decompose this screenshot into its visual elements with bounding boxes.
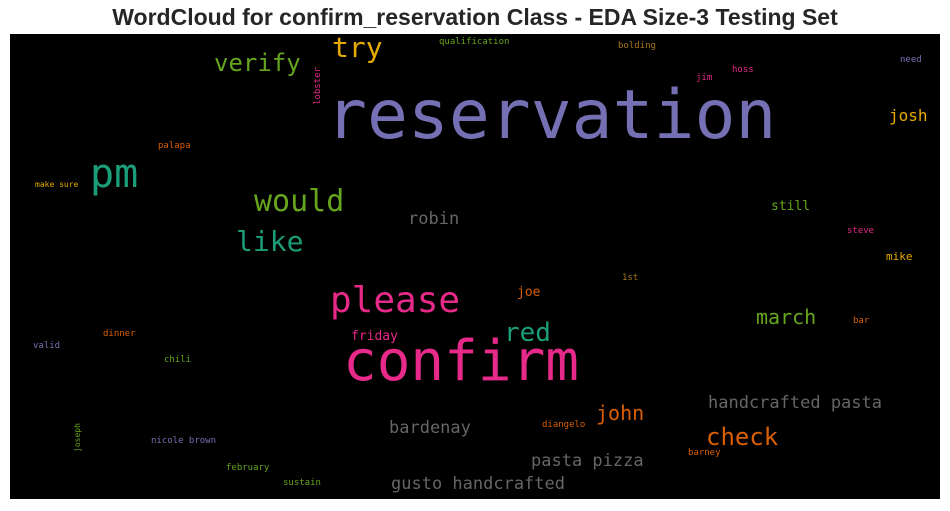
word-mike: mike — [886, 250, 913, 263]
word-bar: bar — [853, 316, 870, 326]
wordcloud-canvas: reservation confirm please pm would like try ve… — [10, 34, 940, 499]
word-friday: friday — [351, 329, 398, 344]
word-valid: valid — [33, 341, 61, 351]
word-make-sure: make sure — [35, 180, 79, 189]
word-robin: robin — [408, 209, 460, 229]
word-lobster: lobster — [313, 67, 323, 105]
word-need: need — [900, 55, 922, 65]
word-red: red — [504, 318, 551, 348]
word-joe: joe — [517, 285, 541, 300]
word-nicole-brown: nicole brown — [151, 436, 217, 446]
word-john: john — [596, 401, 645, 425]
word-dinner: dinner — [103, 329, 136, 339]
word-check: check — [706, 423, 779, 451]
word-diangelo: diangelo — [542, 420, 586, 430]
word-bardenay: bardenay — [389, 418, 471, 438]
word-jim: jim — [696, 73, 713, 83]
word-sustain: sustain — [283, 478, 321, 488]
word-like: like — [236, 225, 304, 258]
word-gusto-handcrafted: gusto handcrafted — [391, 474, 565, 494]
word-march: march — [756, 305, 817, 329]
word-palapa: palapa — [158, 141, 191, 151]
word-barney: barney — [688, 448, 721, 458]
word-pm: pm — [90, 151, 139, 197]
word-hoss: hoss — [732, 65, 754, 75]
word-verify: verify — [214, 49, 301, 77]
word-still: still — [771, 199, 811, 214]
word-1st: 1st — [622, 273, 639, 283]
word-qualification: qualification — [439, 37, 510, 47]
word-pasta-pizza: pasta pizza — [531, 451, 644, 471]
chart-title: WordCloud for confirm_reservation Class … — [112, 4, 838, 30]
word-bolding: bolding — [618, 41, 656, 51]
word-joseph: joseph — [73, 423, 82, 452]
word-josh: josh — [889, 106, 928, 125]
word-handcrafted-pasta: handcrafted pasta — [708, 393, 882, 413]
word-please: please — [330, 280, 461, 321]
word-steve: steve — [847, 226, 875, 236]
word-reservation: reservation — [326, 76, 777, 155]
word-confirm: confirm — [343, 329, 580, 394]
word-february: february — [226, 463, 270, 473]
word-try: try — [332, 34, 383, 64]
word-would: would — [254, 184, 345, 219]
word-chili: chili — [164, 355, 192, 365]
